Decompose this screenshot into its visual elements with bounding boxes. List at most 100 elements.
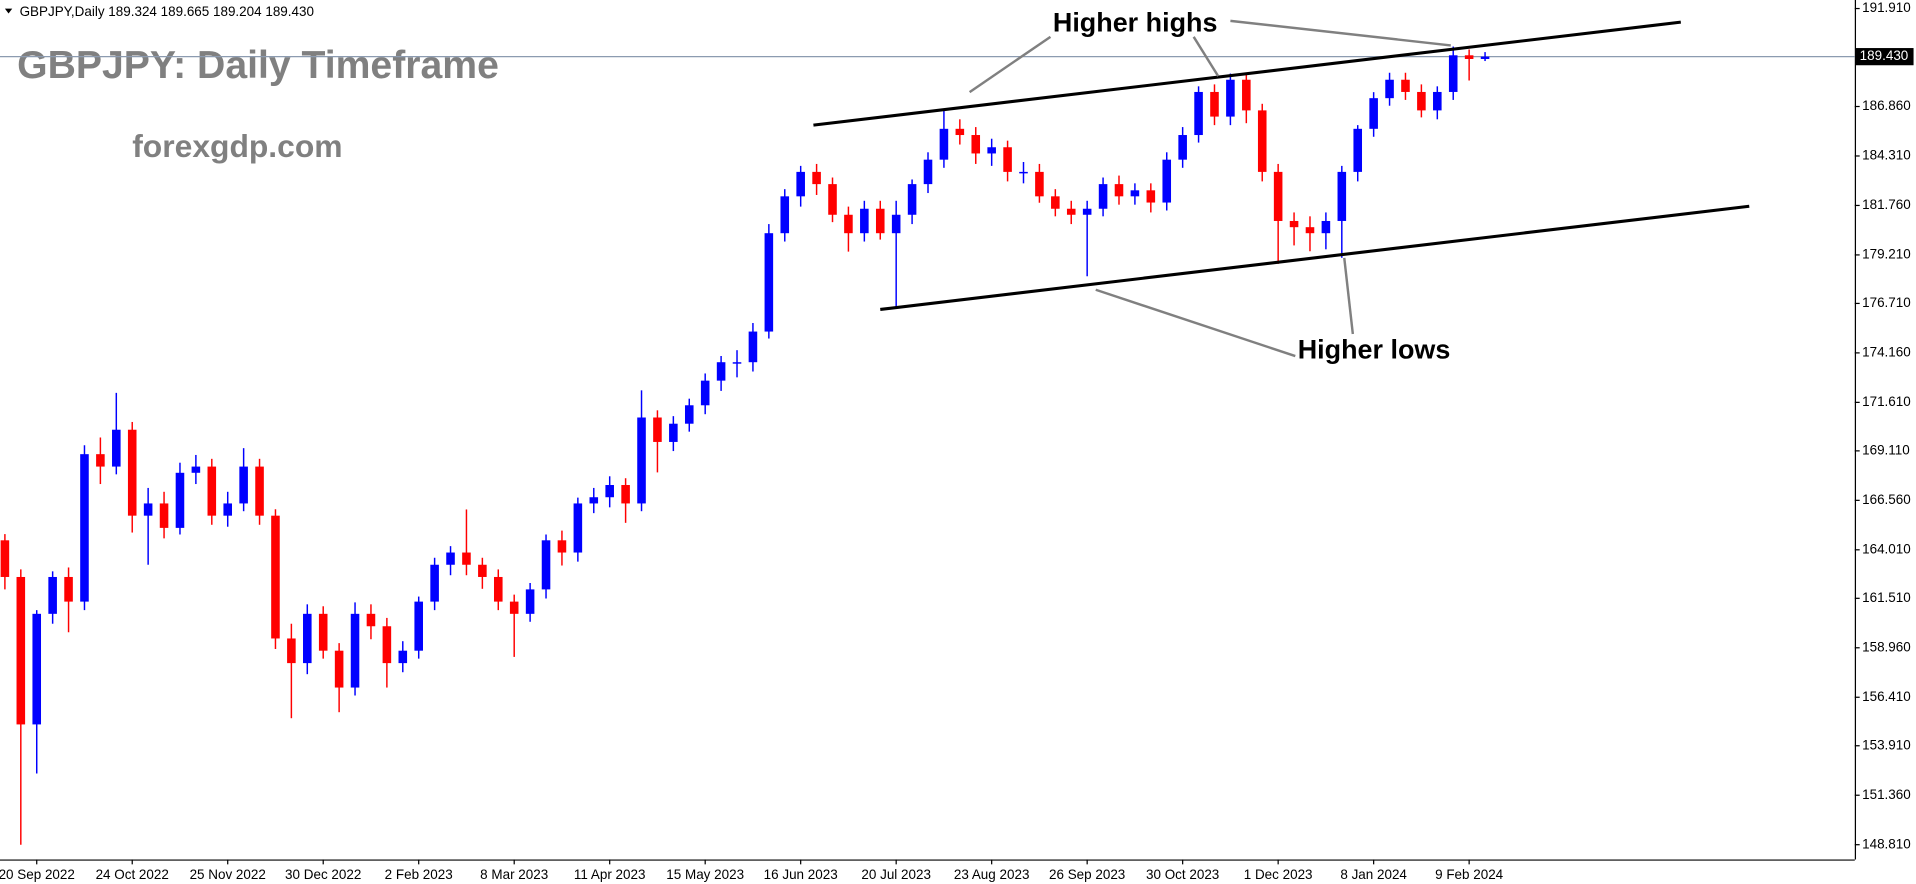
x-tick-label: 26 Sep 2023 <box>1049 867 1125 882</box>
candle-body <box>1417 91 1426 111</box>
y-tick-label: 148.810 <box>1862 836 1911 851</box>
candle-body <box>1305 227 1315 234</box>
candle-body <box>366 613 376 627</box>
candle-body <box>1066 208 1076 215</box>
y-tick-label: 169.110 <box>1862 442 1910 457</box>
x-tick-label: 25 Nov 2022 <box>190 867 266 882</box>
candle-body <box>1082 208 1092 215</box>
candle-body <box>621 485 630 504</box>
candle-body <box>1003 147 1012 172</box>
y-tick-label: 186.860 <box>1862 98 1911 113</box>
candle-body <box>684 405 694 424</box>
candle-body <box>64 576 73 602</box>
candle-body <box>1178 135 1187 160</box>
x-tick-label: 2 Feb 2023 <box>385 867 453 882</box>
candle-body <box>748 331 758 363</box>
x-tick-label: 8 Jan 2024 <box>1340 867 1407 882</box>
x-tick-label: 15 May 2023 <box>666 867 744 882</box>
candle-body <box>844 214 853 234</box>
annotation: Higher highs <box>1053 8 1218 38</box>
candle-body <box>0 540 10 577</box>
chart-title: GBPJPY: Daily Timeframe <box>17 43 499 87</box>
x-tick-label: 23 Aug 2023 <box>954 867 1030 882</box>
candle-body <box>1337 171 1347 221</box>
candle-body <box>1369 98 1378 129</box>
candle-body <box>318 613 328 651</box>
candle-body <box>700 380 710 406</box>
y-tick-label: 171.610 <box>1862 394 1911 409</box>
annotation-pointers <box>968 19 1451 358</box>
candle-body <box>1226 79 1235 117</box>
candle-body <box>96 454 105 467</box>
candle-body <box>1098 184 1108 209</box>
candle-body <box>780 196 790 234</box>
y-tick-label: 158.960 <box>1862 639 1911 654</box>
candle-body <box>48 576 57 614</box>
candle-body <box>716 362 726 381</box>
candle-body <box>796 171 805 197</box>
candle-body <box>430 564 439 602</box>
candle-body <box>1385 79 1394 99</box>
candle-body <box>462 552 471 565</box>
y-tick-label: 174.160 <box>1862 344 1911 359</box>
candle-body <box>589 497 599 504</box>
candle-body <box>287 638 296 664</box>
x-tick-label: 8 Mar 2023 <box>480 867 548 882</box>
candle-body <box>1464 55 1474 59</box>
candle-body <box>637 417 646 504</box>
candle-body <box>891 214 901 234</box>
pointer <box>1230 19 1451 47</box>
x-tick-label: 20 Sep 2022 <box>0 867 75 882</box>
candle-body <box>112 429 121 467</box>
y-tick-label: 176.710 <box>1862 295 1911 310</box>
candle-body <box>159 503 169 528</box>
candle-body <box>1019 171 1028 174</box>
candle-body <box>955 128 965 136</box>
candle-body <box>271 515 280 639</box>
symbol-info: GBPJPY,Daily 189.324 189.665 189.204 189… <box>20 4 314 19</box>
candle-body <box>32 613 42 725</box>
candle-body <box>875 208 885 234</box>
x-tick-label: 16 Jun 2023 <box>764 867 838 882</box>
candle-body <box>1162 159 1172 203</box>
candle-body <box>239 466 248 504</box>
candle-body <box>987 147 996 154</box>
candle-body <box>1130 190 1140 197</box>
candle-body <box>557 540 567 553</box>
y-tick-label: 184.310 <box>1862 148 1911 163</box>
pointer <box>1343 257 1355 335</box>
candle-body <box>1433 91 1442 111</box>
candle-body <box>80 454 89 602</box>
candle-body <box>1401 79 1410 92</box>
pointer <box>1095 288 1296 358</box>
y-tick-label: 164.010 <box>1862 541 1911 556</box>
candle-body <box>573 503 583 553</box>
candle-body <box>764 233 774 332</box>
candle-body <box>1353 128 1363 172</box>
candle-body <box>1273 171 1283 221</box>
x-tick-label: 1 Dec 2023 <box>1244 867 1313 882</box>
candle-body <box>1114 184 1124 197</box>
menu-arrow <box>4 8 13 14</box>
candle-body <box>605 485 614 498</box>
candle-body <box>541 540 551 590</box>
candle-body <box>255 466 264 516</box>
candle-body <box>1051 196 1060 209</box>
candle-body <box>812 171 821 185</box>
y-tick-label: 166.560 <box>1862 492 1911 507</box>
candle-body <box>1146 190 1156 203</box>
candle-body <box>303 613 312 664</box>
current-price-box <box>1856 48 1914 66</box>
candle-body <box>1289 220 1299 228</box>
candle-body <box>1194 91 1203 136</box>
candle-body <box>923 159 933 185</box>
y-tick-label: 153.910 <box>1862 737 1911 752</box>
x-tick-label: 9 Feb 2024 <box>1435 867 1504 882</box>
candle-body <box>446 552 455 565</box>
candle-body <box>525 589 535 614</box>
pointer <box>1192 36 1220 77</box>
candle-body <box>1321 220 1331 234</box>
candle-body <box>907 184 917 215</box>
channel-line <box>880 204 1750 311</box>
